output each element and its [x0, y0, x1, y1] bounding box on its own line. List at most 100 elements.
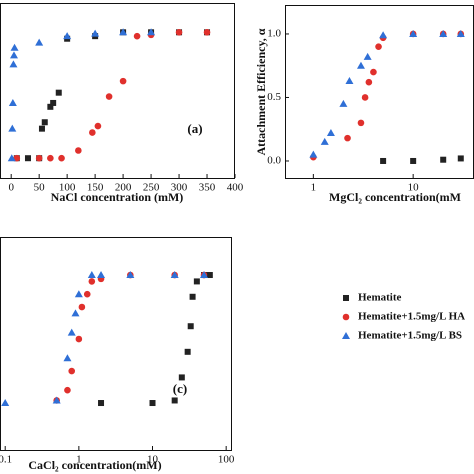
marker-triangle	[35, 38, 44, 46]
marker-square	[206, 272, 213, 279]
marker-triangle	[10, 43, 19, 51]
panel-label: (c)	[173, 381, 187, 396]
x-tick-label: 100	[218, 454, 235, 466]
marker-triangle	[326, 129, 335, 137]
marker-square	[149, 400, 156, 407]
y-tick-label: 0.5	[267, 91, 281, 103]
x-axis-label: MgCl₂ concentration(mM	[329, 190, 461, 204]
marker-circle	[344, 134, 351, 142]
marker-circle	[83, 290, 91, 298]
marker-circle	[75, 147, 82, 154]
x-axis-label: NaCl concentration (mM)	[51, 190, 184, 204]
marker-circle	[58, 154, 65, 162]
x-tick-label: 50	[34, 182, 46, 194]
marker-square	[55, 89, 62, 96]
panel-label: (a)	[187, 121, 202, 136]
marker-triangle	[379, 31, 388, 39]
marker-triangle	[87, 271, 96, 279]
x-tick-label: 300	[171, 182, 188, 194]
marker-triangle	[9, 60, 18, 68]
x-tick-label: 1	[311, 182, 317, 194]
marker-triangle	[63, 32, 72, 40]
marker-triangle	[8, 124, 17, 132]
marker-circle	[342, 313, 350, 321]
marker-triangle	[320, 137, 329, 145]
marker-square	[184, 348, 191, 355]
marker-triangle	[8, 98, 17, 106]
marker-triangle	[52, 396, 61, 404]
marker-square	[24, 155, 31, 162]
x-axis-label: CaCl₂ concentration(mM)	[28, 458, 161, 472]
marker-triangle	[97, 271, 106, 279]
marker-circle	[88, 278, 96, 285]
marker-circle	[357, 119, 365, 127]
legend-label: Hematite+1.5mg/L BS	[358, 330, 462, 342]
marker-square	[189, 293, 196, 300]
marker-triangle	[1, 399, 10, 407]
marker-square	[38, 125, 45, 132]
marker-triangle	[356, 61, 365, 69]
marker-triangle	[439, 29, 448, 37]
legend-label: Hematite	[358, 292, 401, 304]
x-tick-label: 0.1	[0, 454, 12, 466]
marker-circle	[13, 154, 21, 162]
marker-triangle	[7, 154, 16, 162]
x-tick-label: 100	[59, 182, 76, 194]
marker-triangle	[147, 28, 156, 36]
marker-square	[457, 155, 464, 162]
x-tick-label: 400	[227, 182, 244, 194]
marker-circle	[75, 335, 83, 343]
x-tick-label: 0	[8, 182, 14, 194]
marker-triangle	[456, 29, 465, 37]
marker-circle	[89, 129, 96, 136]
marker-triangle	[74, 290, 83, 298]
marker-circle	[175, 28, 183, 36]
x-tick-label: 10	[408, 182, 420, 194]
marker-square	[98, 400, 105, 407]
marker-triangle	[63, 354, 72, 362]
marker-triangle	[309, 150, 318, 158]
marker-triangle	[345, 76, 354, 84]
marker-circle	[94, 122, 102, 130]
marker-square	[440, 156, 447, 163]
marker-triangle	[9, 51, 18, 59]
marker-triangle	[363, 52, 372, 60]
marker-triangle	[342, 332, 350, 339]
marker-triangle	[71, 309, 80, 317]
marker-circle	[370, 68, 377, 76]
marker-circle	[375, 43, 382, 50]
marker-circle	[203, 28, 211, 36]
x-tick-label: 200	[115, 182, 132, 194]
marker-circle	[35, 154, 43, 162]
y-axis-label: Attachment Efficiency, α	[254, 28, 268, 155]
y-tick-label: 1.0	[267, 27, 281, 39]
x-tick-label: 150	[87, 182, 104, 194]
marker-square	[171, 397, 178, 404]
marker-square	[343, 295, 349, 301]
marker-triangle	[170, 271, 179, 279]
marker-square	[41, 119, 48, 126]
marker-square	[193, 278, 200, 285]
marker-circle	[361, 94, 369, 101]
marker-circle	[119, 77, 127, 85]
y-tick-label: 0.0	[267, 155, 281, 167]
marker-triangle	[409, 29, 418, 37]
marker-triangle	[91, 29, 100, 37]
plot-frame	[0, 237, 232, 451]
marker-square	[47, 103, 54, 110]
marker-circle	[78, 303, 86, 311]
marker-square	[410, 157, 417, 164]
marker-square	[50, 99, 57, 106]
x-tick-label: 1	[76, 454, 82, 466]
plot-frame	[0, 3, 235, 179]
marker-circle	[133, 32, 141, 40]
marker-triangle	[339, 99, 348, 107]
marker-circle	[105, 93, 113, 100]
marker-circle	[64, 386, 71, 394]
marker-triangle	[67, 328, 76, 336]
legend-label: Hematite+1.5mg/L HA	[358, 311, 465, 323]
x-tick-label: 10	[147, 454, 159, 466]
marker-triangle	[119, 28, 128, 36]
marker-square	[178, 374, 185, 381]
